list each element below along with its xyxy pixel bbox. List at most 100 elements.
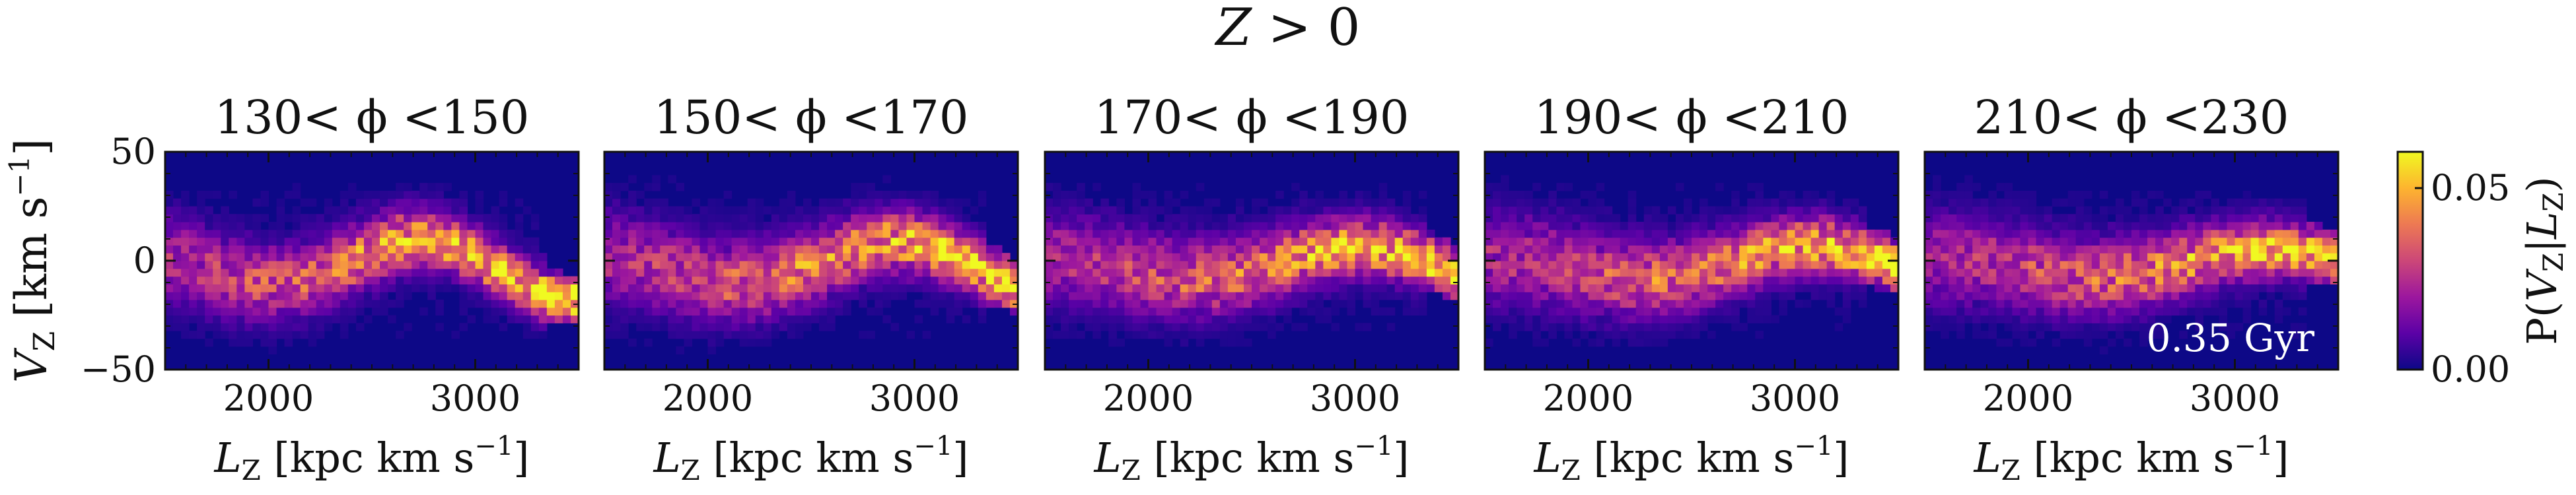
heatmap-cell xyxy=(1227,284,1236,292)
heatmap-cell xyxy=(1085,237,1093,246)
heatmap-cell xyxy=(747,299,756,308)
heatmap-cell xyxy=(962,253,971,261)
heatmap-cell xyxy=(205,292,213,300)
heatmap-cell xyxy=(1085,229,1093,238)
heatmap-cell xyxy=(1132,276,1141,284)
heatmap-cell xyxy=(1172,315,1181,323)
heatmap-cell xyxy=(419,268,428,277)
heatmap-cell xyxy=(2091,292,2100,300)
heatmap-cell xyxy=(993,276,1003,284)
heatmap-cell xyxy=(347,261,357,269)
heatmap-cell xyxy=(1925,206,1933,214)
heatmap-cell xyxy=(292,183,301,191)
heatmap-cell xyxy=(684,237,693,246)
heatmap-cell xyxy=(2306,268,2315,277)
heatmap-cell xyxy=(2052,222,2061,230)
heatmap-cell xyxy=(1556,284,1565,292)
heatmap-cell xyxy=(530,315,540,323)
heatmap-cell xyxy=(355,284,365,292)
heatmap-cell xyxy=(276,331,285,339)
heatmap-cell xyxy=(1517,198,1525,207)
heatmap-cell xyxy=(2044,292,2053,300)
heatmap-cell xyxy=(1307,237,1316,246)
heatmap-cell xyxy=(636,299,645,308)
heatmap-cell xyxy=(221,268,229,277)
heatmap-cell xyxy=(252,214,262,222)
heatmap-cell xyxy=(1493,268,1501,277)
heatmap-cell xyxy=(1307,245,1316,253)
heatmap-cell xyxy=(340,245,349,253)
heatmap-cell xyxy=(522,245,532,253)
heatmap-cell xyxy=(380,268,388,277)
heatmap-cell xyxy=(970,253,979,261)
heatmap-cell xyxy=(2091,253,2100,261)
heatmap-cell xyxy=(914,229,923,238)
heatmap-cell xyxy=(684,214,693,222)
heatmap-cell xyxy=(922,292,931,300)
heatmap-cell xyxy=(954,206,963,214)
heatmap-cell xyxy=(1283,253,1292,261)
heatmap-cell xyxy=(652,323,661,331)
heatmap-cell xyxy=(946,198,955,207)
heatmap-cell xyxy=(244,237,254,246)
heatmap-cell xyxy=(747,222,756,230)
heatmap-cell xyxy=(1394,284,1404,292)
heatmap-cell xyxy=(1268,331,1276,339)
heatmap-cell xyxy=(771,253,780,261)
heatmap-cell xyxy=(1196,206,1205,214)
heatmap-cell xyxy=(875,268,883,277)
heatmap-cell xyxy=(628,284,637,292)
heatmap-cell xyxy=(2171,268,2180,277)
heatmap-cell xyxy=(1268,299,1276,308)
heatmap-cell xyxy=(2115,237,2124,246)
heatmap-cell xyxy=(803,222,812,230)
heatmap-cell xyxy=(1485,253,1493,261)
heatmap-cell xyxy=(1045,292,1054,300)
heatmap-cell xyxy=(2067,245,2077,253)
heatmap-cell xyxy=(1275,276,1284,284)
heatmap-cell xyxy=(1140,229,1149,238)
heatmap-cell xyxy=(1818,229,1828,238)
heatmap-cell xyxy=(324,229,333,238)
heatmap-cell xyxy=(1116,315,1125,323)
heatmap-cell xyxy=(1243,338,1252,347)
heatmap-cell xyxy=(1509,315,1517,323)
heatmap-cell xyxy=(2322,245,2331,253)
heatmap-cell xyxy=(1826,229,1836,238)
heatmap-cell xyxy=(1763,229,1771,238)
heatmap-cell xyxy=(1964,222,1973,230)
heatmap-cell xyxy=(1826,261,1836,269)
heatmap-cell xyxy=(1651,276,1661,284)
heatmap-cell xyxy=(388,253,396,261)
heatmap-cell xyxy=(1140,284,1149,292)
heatmap-cell xyxy=(1524,214,1533,222)
heatmap-cell xyxy=(803,237,812,246)
heatmap-cell xyxy=(1858,253,1867,261)
heatmap-cell xyxy=(2067,331,2077,339)
heatmap-cell xyxy=(620,198,629,207)
heatmap-cell xyxy=(1172,268,1181,277)
heatmap-cell xyxy=(276,245,285,253)
heatmap-cell xyxy=(229,323,237,331)
heatmap-cell xyxy=(612,323,621,331)
heatmap-cell xyxy=(1331,323,1340,331)
heatmap-cell xyxy=(1092,299,1101,308)
heatmap-cell xyxy=(2067,214,2077,222)
heatmap-cell xyxy=(1299,214,1308,222)
heatmap-cell xyxy=(1850,245,1859,253)
heatmap-cell xyxy=(229,276,237,284)
heatmap-cell xyxy=(2012,237,2021,246)
heatmap-cell xyxy=(2250,284,2260,292)
heatmap-cell xyxy=(1651,253,1661,261)
heatmap-cell xyxy=(1402,253,1412,261)
heatmap-cell xyxy=(2171,253,2180,261)
heatmap-cell xyxy=(1275,292,1284,300)
heatmap-cell xyxy=(1556,222,1565,230)
heatmap-cell xyxy=(530,237,540,246)
heatmap-cell xyxy=(1227,307,1236,316)
heatmap-cell xyxy=(1315,190,1324,199)
heatmap-cell xyxy=(1077,245,1085,253)
heatmap-cell xyxy=(1564,261,1573,269)
heatmap-cell xyxy=(1315,198,1324,207)
heatmap-cell xyxy=(731,206,740,214)
